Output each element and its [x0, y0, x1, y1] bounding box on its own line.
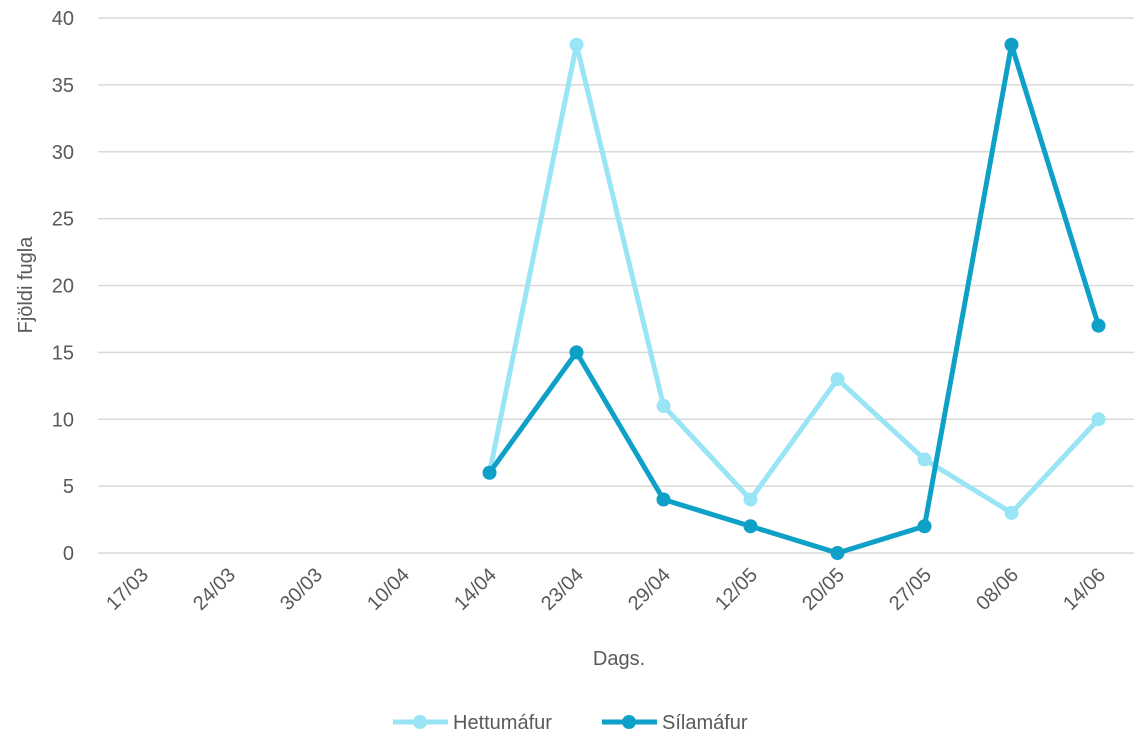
series-2 — [482, 37, 1106, 560]
data-point — [569, 37, 584, 52]
series-line — [487, 42, 1101, 516]
legend-item: Hettumáfur — [393, 712, 552, 734]
x-tick-label: 23/04 — [537, 564, 588, 615]
data-point — [743, 519, 758, 534]
data-point — [482, 465, 497, 480]
series-line — [487, 42, 1101, 556]
y-tick-label: 40 — [52, 8, 74, 30]
legend-marker — [413, 715, 427, 729]
x-tick-label: 12/05 — [711, 564, 762, 615]
x-tick-label: 10/04 — [363, 564, 414, 615]
data-point — [743, 492, 758, 507]
legend-label: Hettumáfur — [453, 712, 552, 734]
y-tick-label: 10 — [52, 409, 74, 431]
series-1 — [482, 37, 1106, 520]
x-tick-label: 14/06 — [1059, 564, 1110, 615]
x-tick-label: 27/05 — [885, 564, 936, 615]
data-point — [830, 546, 845, 560]
y-tick-label: 25 — [52, 209, 74, 231]
x-tick-label: 17/03 — [102, 564, 153, 615]
data-point — [917, 452, 932, 467]
x-tick-label: 30/03 — [276, 564, 327, 615]
y-axis-label: Fjöldi fugla — [15, 236, 37, 334]
legend-label: Sílamáfur — [662, 712, 748, 734]
data-point — [569, 345, 584, 360]
data-point — [1004, 37, 1019, 52]
y-tick-label: 20 — [52, 276, 74, 298]
x-tick-label: 08/06 — [972, 564, 1023, 615]
data-point — [917, 519, 932, 534]
data-point — [1004, 505, 1019, 520]
y-tick-label: 30 — [52, 142, 74, 164]
y-tick-label: 5 — [63, 476, 74, 498]
y-tick-label: 0 — [63, 543, 74, 565]
data-point — [1091, 318, 1106, 333]
x-tick-label: 20/05 — [798, 564, 849, 615]
x-tick-label: 29/04 — [624, 564, 675, 615]
legend-item: Sílamáfur — [602, 712, 748, 734]
y-tick-label: 15 — [52, 342, 74, 364]
x-axis-ticks: 17/03 24/03 30/03 10/04 14/04 23/04 29/04 12/05… — [102, 564, 1110, 615]
data-point — [656, 398, 671, 413]
legend-marker — [622, 715, 636, 729]
legend: Hettumáfur Sílamáfur — [393, 712, 748, 734]
y-axis-ticks: 0 5 10 15 20 25 30 35 40 — [52, 8, 74, 565]
x-axis-label: Dags. — [593, 648, 645, 670]
data-point — [1091, 412, 1106, 427]
data-point — [656, 492, 671, 507]
y-tick-label: 35 — [52, 75, 74, 97]
series-layer — [482, 37, 1106, 560]
x-tick-label: 14/04 — [450, 564, 501, 615]
gridlines — [98, 17, 1134, 554]
data-point — [830, 372, 845, 387]
x-tick-label: 24/03 — [189, 564, 240, 615]
